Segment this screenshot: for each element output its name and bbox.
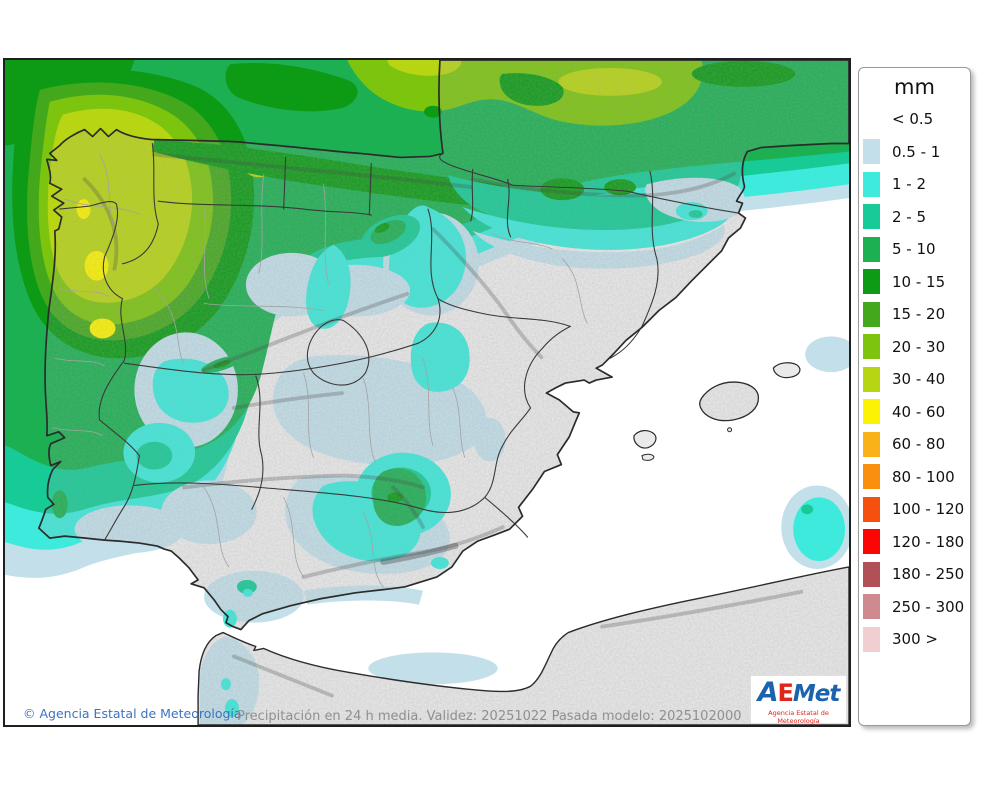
legend-color-swatch	[863, 171, 880, 197]
legend-label: 2 - 5	[892, 207, 927, 226]
legend-color-swatch	[863, 464, 880, 490]
legend-row: 15 - 20	[859, 298, 970, 331]
coastlines	[37, 60, 849, 725]
precipitation-legend: mm < 0.5 0.5 - 1 1 - 2 2 - 5 5 - 10 10 -…	[858, 67, 971, 726]
iberia-map-canvas	[5, 60, 849, 725]
region-borders	[59, 142, 740, 541]
landmass-base	[38, 60, 849, 725]
legend-row: 250 - 300	[859, 591, 970, 624]
legend-label: 1 - 2	[892, 175, 927, 194]
legend-label: 60 - 80	[892, 435, 946, 454]
legend-row: 80 - 100	[859, 461, 970, 494]
copyright-text: © Agencia Estatal de Meteorología	[23, 706, 242, 721]
legend-row: 120 - 180	[859, 526, 970, 559]
legend-color-swatch	[863, 561, 880, 587]
legend-label: 5 - 10	[892, 240, 936, 259]
legend-label: 0.5 - 1	[892, 142, 941, 161]
legend-color-swatch	[863, 431, 880, 457]
legend-row: 30 - 40	[859, 363, 970, 396]
legend-label: 300 >	[892, 630, 938, 649]
legend-label: 180 - 250	[892, 565, 965, 584]
legend-row: 2 - 5	[859, 201, 970, 234]
legend-color-swatch	[863, 139, 880, 165]
legend-label: 80 - 100	[892, 467, 955, 486]
legend-color-swatch	[863, 236, 880, 262]
logo-letters-met: Met	[792, 681, 840, 707]
legend-color-swatch	[863, 594, 880, 620]
map-caption: Precipitación en 24 h media. Validez: 20…	[237, 709, 742, 724]
legend-color-swatch	[863, 301, 880, 327]
legend-color-swatch	[863, 626, 880, 652]
legend-color-swatch	[863, 334, 880, 360]
aemet-logo: AEMet Agencia Estatal de Meteorología	[750, 675, 847, 725]
legend-row: 1 - 2	[859, 168, 970, 201]
legend-row: 5 - 10	[859, 233, 970, 266]
legend-label: < 0.5	[892, 110, 934, 129]
legend-color-swatch	[863, 204, 880, 230]
legend-row: 300 >	[859, 623, 970, 656]
legend-label: 30 - 40	[892, 370, 946, 389]
legend-color-swatch	[863, 366, 880, 392]
aemet-logo-subtitle: Agencia Estatal de Meteorología	[768, 709, 829, 725]
legend-title: mm	[894, 75, 935, 99]
province-borders	[52, 154, 588, 588]
legend-label: 20 - 30	[892, 337, 946, 356]
aemet-logo-wordmark: AEMet	[751, 676, 846, 713]
legend-color-swatch	[863, 269, 880, 295]
legend-row: < 0.5	[859, 103, 970, 136]
legend-label: 120 - 180	[892, 532, 965, 551]
legend-row: 20 - 30	[859, 331, 970, 364]
legend-color-swatch	[863, 496, 880, 522]
legend-row: 40 - 60	[859, 396, 970, 429]
legend-entries: < 0.5 0.5 - 1 1 - 2 2 - 5 5 - 10 10 - 15…	[859, 103, 970, 656]
legend-color-swatch	[863, 529, 880, 555]
legend-row: 100 - 120	[859, 493, 970, 526]
legend-color-swatch	[863, 399, 880, 425]
legend-label: 10 - 15	[892, 272, 946, 291]
legend-row: 180 - 250	[859, 558, 970, 591]
precipitation-map: © Agencia Estatal de Meteorología Precip…	[3, 58, 851, 727]
legend-label: 40 - 60	[892, 402, 946, 421]
legend-label: 100 - 120	[892, 500, 965, 519]
logo-letter-a: A	[757, 677, 779, 708]
legend-label: 250 - 300	[892, 597, 965, 616]
legend-row: 60 - 80	[859, 428, 970, 461]
legend-label: 15 - 20	[892, 305, 946, 324]
mountain-ridges	[82, 152, 804, 699]
legend-row: 0.5 - 1	[859, 136, 970, 169]
logo-letter-e: E	[777, 679, 794, 707]
legend-row: 10 - 15	[859, 266, 970, 299]
